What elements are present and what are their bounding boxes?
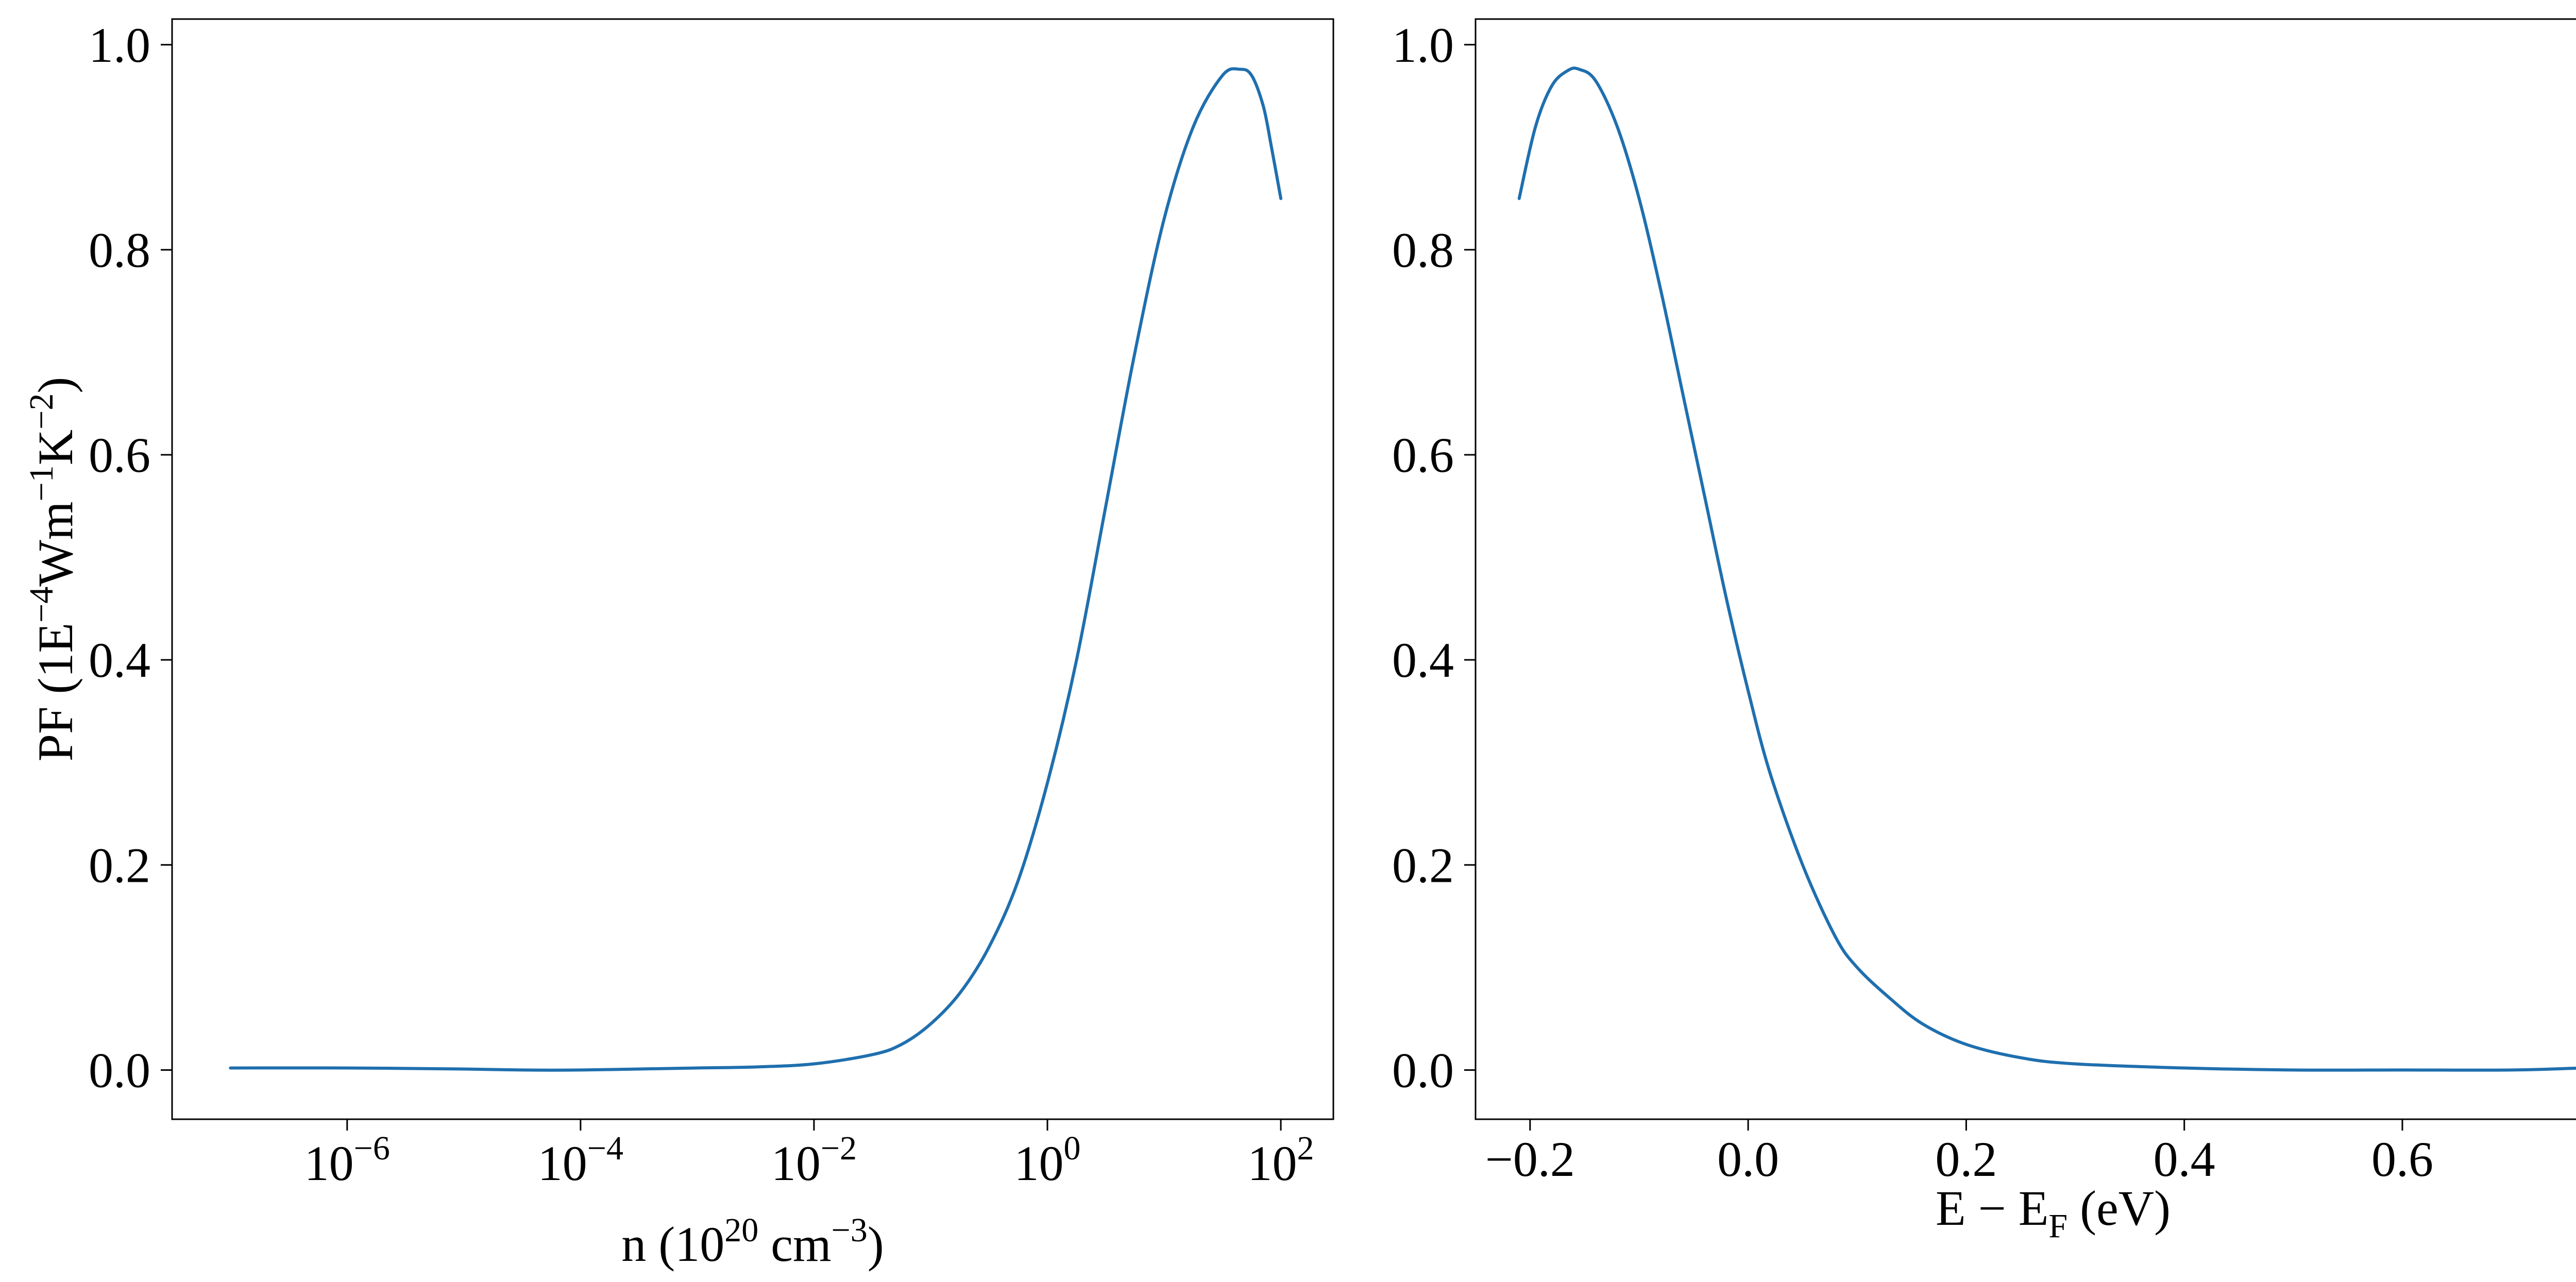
right-ytick-label: 0.4 xyxy=(1392,633,1454,688)
chart-left: 0.0 0.2 0.4 0.6 0.8 1.0 10−6 10−4 10−2 100 102 n … xyxy=(23,18,1334,1272)
left-x-axis-label: n (1020 cm−3) xyxy=(621,1211,884,1272)
right-plot-frame xyxy=(1475,18,2576,1120)
left-plot-frame xyxy=(171,18,1334,1120)
right-ytick-label: 1.0 xyxy=(1392,18,1454,73)
right-ytick-label: 0.8 xyxy=(1392,223,1454,278)
right-ytick-label: 0.0 xyxy=(1392,1042,1454,1098)
right-xtick-label: 0.6 xyxy=(2371,1132,2433,1187)
right-xtick-label: 0.4 xyxy=(2154,1132,2215,1187)
right-yticks: 0.0 0.2 0.4 0.6 0.8 1.0 xyxy=(1392,18,1476,1098)
left-ytick-label: 0.2 xyxy=(89,837,150,893)
left-ytick-label: 0.8 xyxy=(89,223,150,278)
left-ytick-label: 1.0 xyxy=(89,18,150,73)
chart-right: 0.0 0.2 0.4 0.6 0.8 1.0 −0.2 0.0 0.2 0.4 0.6 0.8 E… xyxy=(1392,18,2576,1245)
left-xtick-label: 10−6 xyxy=(304,1130,390,1191)
left-xtick-label: 10−2 xyxy=(771,1130,857,1191)
right-ytick-label: 0.6 xyxy=(1392,428,1454,483)
left-xtick-label: 10−4 xyxy=(538,1130,623,1191)
right-series-line xyxy=(1517,66,2576,1072)
right-xtick-label: −0.2 xyxy=(1485,1132,1575,1187)
left-xtick-label: 102 xyxy=(1248,1130,1314,1191)
right-ytick-label: 0.2 xyxy=(1392,837,1454,893)
right-xtick-label: 0.0 xyxy=(1717,1132,1779,1187)
left-xtick-label: 100 xyxy=(1014,1130,1080,1191)
right-xtick-label: 0.2 xyxy=(1935,1132,1997,1187)
left-series-line xyxy=(229,67,1283,1072)
left-ytick-label: 0.4 xyxy=(89,633,150,688)
left-y-axis-label: PF (1E−4Wm−1K−2) xyxy=(23,377,83,762)
left-ytick-label: 0.6 xyxy=(89,428,150,483)
left-ytick-label: 0.0 xyxy=(89,1042,150,1098)
left-yticks: 0.0 0.2 0.4 0.6 0.8 1.0 xyxy=(89,18,172,1098)
right-x-axis-label: E − EF (eV) xyxy=(1936,1181,2171,1245)
left-xticks: 10−6 10−4 10−2 100 102 xyxy=(304,1119,1314,1191)
right-xticks: −0.20.00.20.40.60.8 xyxy=(1485,1119,2433,1187)
